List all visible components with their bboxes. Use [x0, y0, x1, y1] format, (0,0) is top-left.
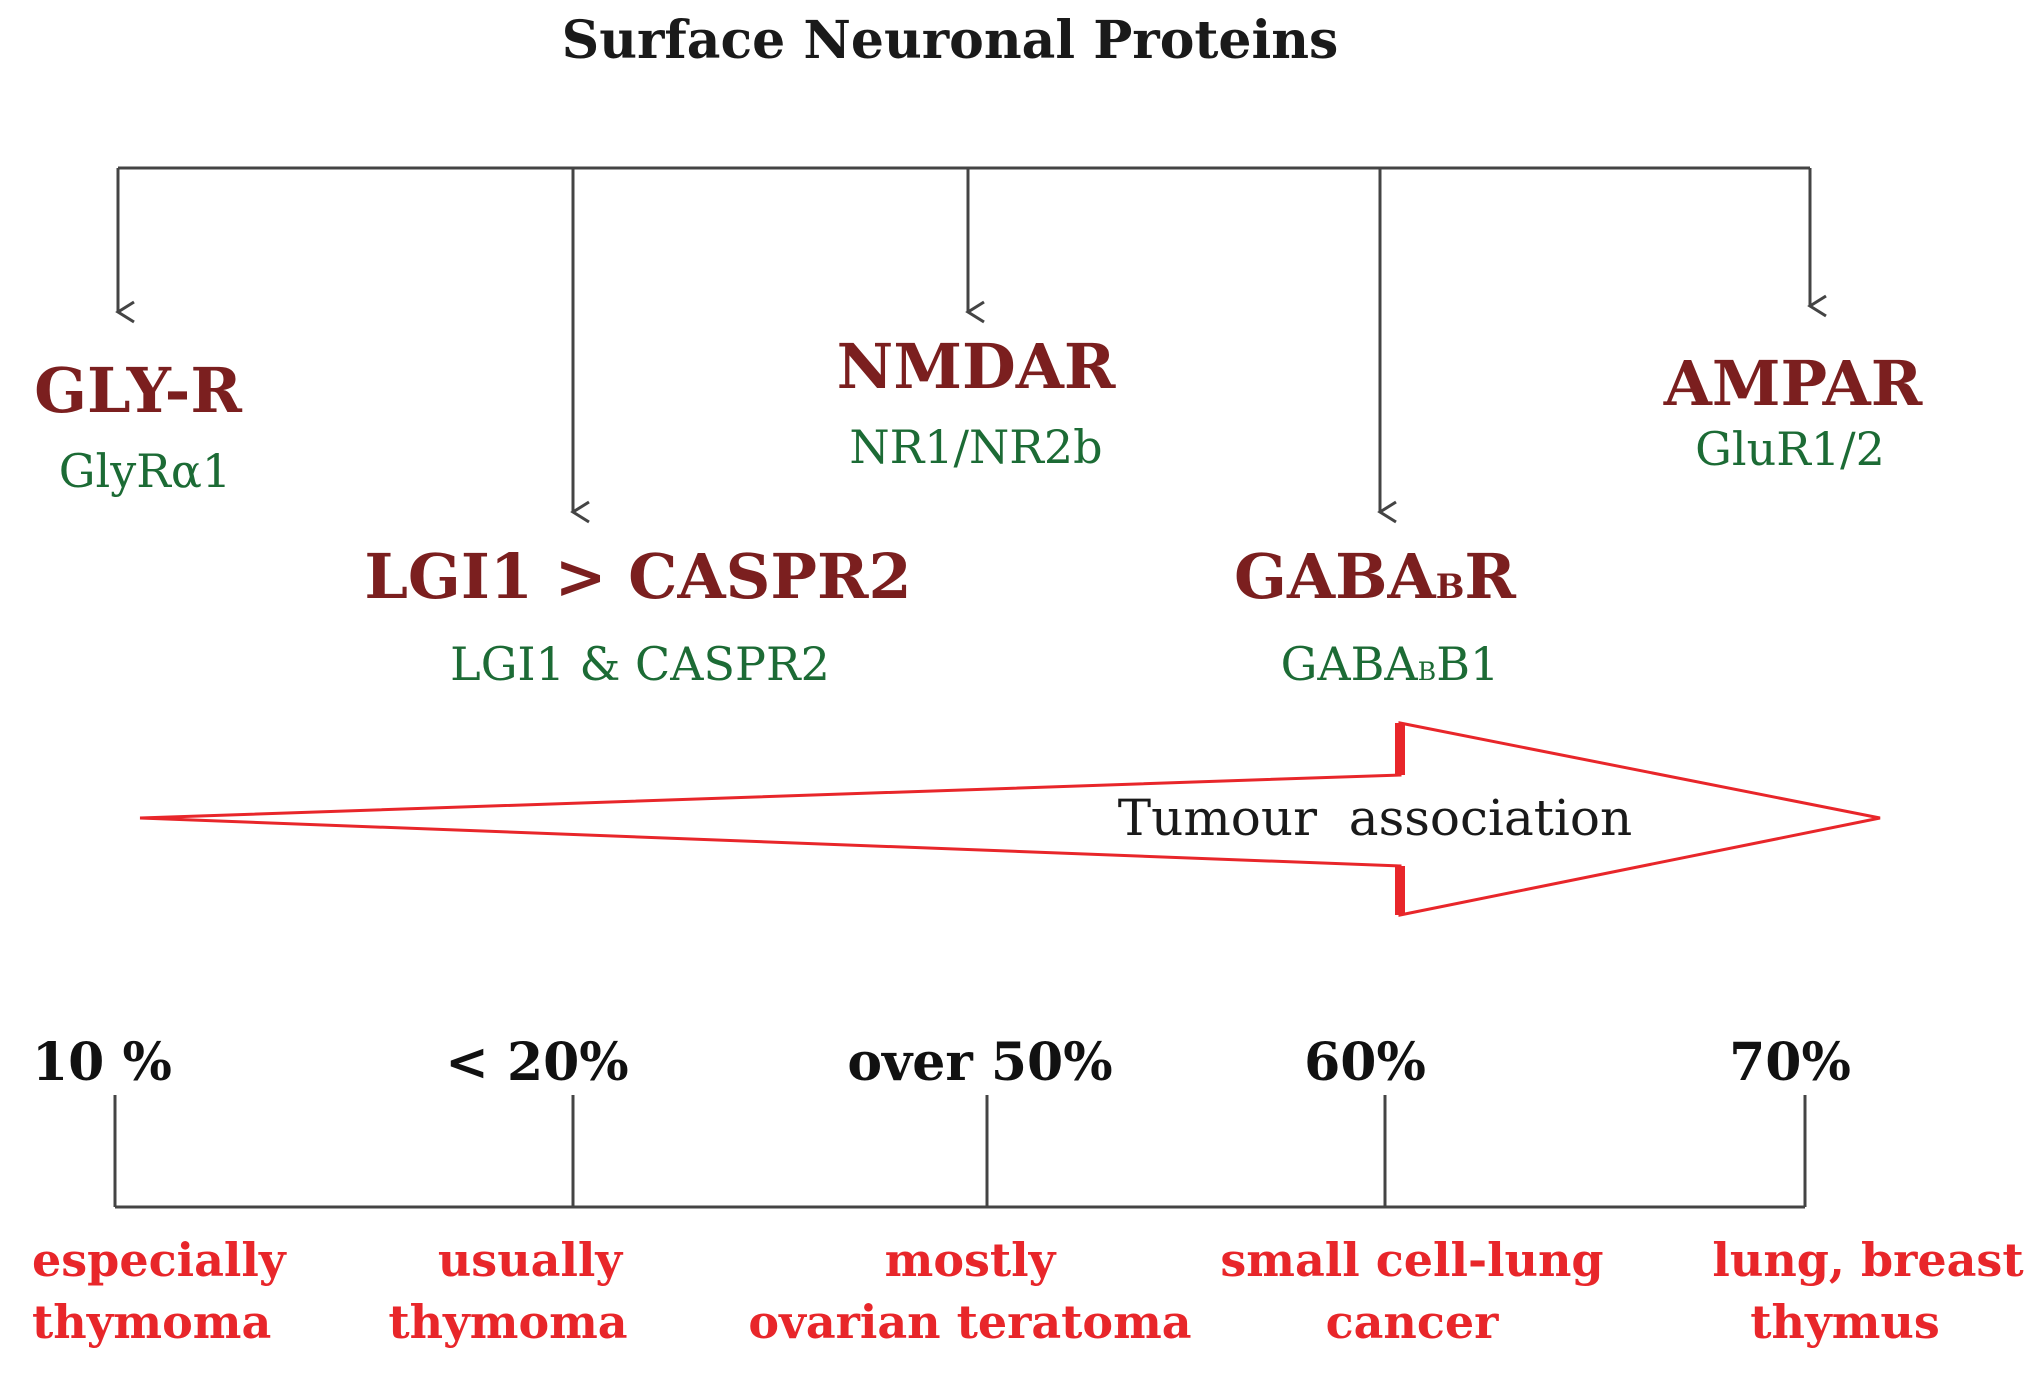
tumour-ampar-line2: thymus	[1750, 1295, 1939, 1349]
tumour-lgi1-line1: usually	[438, 1233, 624, 1287]
tumour-glyr-line1: especially	[32, 1233, 287, 1287]
antigen-gabab-main: GABA	[1281, 637, 1419, 691]
tumour-nmdar-line1: mostly	[885, 1233, 1057, 1287]
tumour-nmdar-line2: ovarian teratoma	[748, 1295, 1191, 1349]
receptor-gabab-sub: B	[1436, 567, 1465, 607]
antigen-gabab-tail: B1	[1436, 637, 1499, 691]
antigen-gabab: GABABB1	[1281, 637, 1500, 691]
arrow-label: Tumour association	[1118, 789, 1632, 847]
percentage-ampar: 70%	[1729, 1032, 1851, 1093]
receptor-gabab-tail: R	[1464, 540, 1516, 613]
antigen-glyr: GlyRα1	[59, 444, 231, 498]
antigen-nmdar: NR1/NR2b	[849, 420, 1102, 474]
receptor-nmdar: NMDAR	[837, 330, 1116, 403]
receptor-ampar: AMPAR	[1663, 347, 1923, 420]
tumour-ampar-line1: lung, breast	[1712, 1233, 2024, 1287]
percentage-gabab: 60%	[1304, 1032, 1426, 1093]
tumour-glyr-line2: thymoma	[32, 1295, 271, 1349]
antigen-ampar: GluR1/2	[1695, 422, 1885, 476]
tumour-gabab-line1: small cell-lung	[1220, 1233, 1603, 1287]
tumour-gabab-line2: cancer	[1326, 1295, 1500, 1349]
receptor-glyr: GLY-R	[34, 354, 242, 427]
percentage-nmdar: over 50%	[847, 1032, 1112, 1093]
antigen-gabab-sub: B	[1418, 657, 1437, 686]
percentage-glyr: 10 %	[32, 1032, 172, 1093]
diagram-title: Surface Neuronal Proteins	[562, 10, 1339, 71]
tumour-lgi1-line2: thymoma	[388, 1295, 627, 1349]
receptor-gabab-main: GABA	[1234, 540, 1436, 613]
receptor-gabab: GABABR	[1234, 540, 1516, 613]
antigen-lgi1-caspr2: LGI1 & CASPR2	[450, 637, 830, 691]
receptor-lgi1-caspr2: LGI1 > CASPR2	[364, 540, 911, 613]
percentage-lgi1: < 20%	[445, 1032, 628, 1093]
